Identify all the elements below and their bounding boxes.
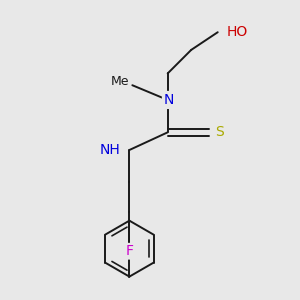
Text: Me: Me [111,75,129,88]
Text: NH: NH [100,143,121,157]
Text: S: S [215,125,224,139]
Text: N: N [164,93,174,107]
Text: F: F [125,244,134,258]
Text: HO: HO [226,25,248,39]
